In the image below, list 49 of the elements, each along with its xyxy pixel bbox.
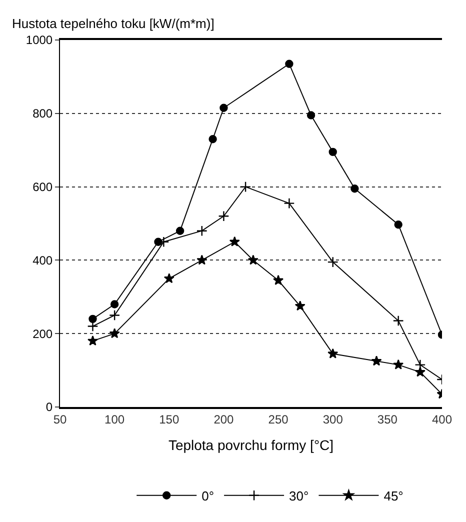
y-tick-label: 1000 bbox=[26, 33, 53, 48]
point bbox=[371, 356, 382, 366]
point bbox=[176, 226, 184, 235]
point bbox=[220, 104, 228, 112]
point bbox=[328, 348, 338, 358]
point bbox=[414, 366, 426, 377]
x-axis-title: Teplota povrchu formy [°C] bbox=[168, 437, 334, 454]
point bbox=[218, 210, 230, 222]
x-tick-label: 150 bbox=[159, 412, 180, 426]
y-tick-label: 800 bbox=[32, 106, 53, 121]
point bbox=[196, 254, 208, 265]
point bbox=[196, 225, 208, 236]
point bbox=[327, 256, 338, 268]
point bbox=[164, 273, 174, 284]
x-tick-label: 250 bbox=[268, 412, 289, 426]
x-tick-label: 400 bbox=[432, 412, 452, 426]
point bbox=[393, 359, 404, 370]
point bbox=[273, 274, 284, 285]
point bbox=[350, 184, 359, 193]
point bbox=[87, 335, 98, 346]
y-axis-title: Hustota tepelného toku [kW/(m*m)] bbox=[12, 16, 214, 31]
y-tick-label: 200 bbox=[32, 326, 53, 341]
x-tick-label: 200 bbox=[214, 412, 234, 426]
point bbox=[328, 148, 337, 156]
x-tick-label: 100 bbox=[104, 412, 125, 426]
legend-label: 45° bbox=[384, 488, 404, 504]
point bbox=[394, 220, 402, 229]
point bbox=[88, 314, 97, 324]
point bbox=[285, 60, 294, 68]
legend-label: 30° bbox=[289, 488, 309, 504]
point bbox=[248, 254, 258, 265]
point bbox=[240, 181, 252, 192]
y-tick-label: 600 bbox=[32, 180, 53, 194]
point bbox=[392, 315, 404, 326]
point bbox=[306, 111, 316, 120]
point bbox=[110, 300, 119, 308]
x-tick-label: 50 bbox=[53, 412, 67, 426]
legend-label: 0° bbox=[202, 488, 214, 504]
y-tick-label: 400 bbox=[32, 253, 53, 268]
point bbox=[109, 328, 120, 338]
point bbox=[294, 300, 306, 311]
point bbox=[208, 134, 217, 144]
point bbox=[109, 310, 120, 321]
x-tick-label: 300 bbox=[322, 412, 344, 426]
y-tick-label: 0 bbox=[46, 400, 53, 414]
point bbox=[154, 238, 162, 246]
point bbox=[284, 198, 295, 209]
point bbox=[229, 236, 240, 246]
x-tick-label: 350 bbox=[377, 412, 398, 426]
